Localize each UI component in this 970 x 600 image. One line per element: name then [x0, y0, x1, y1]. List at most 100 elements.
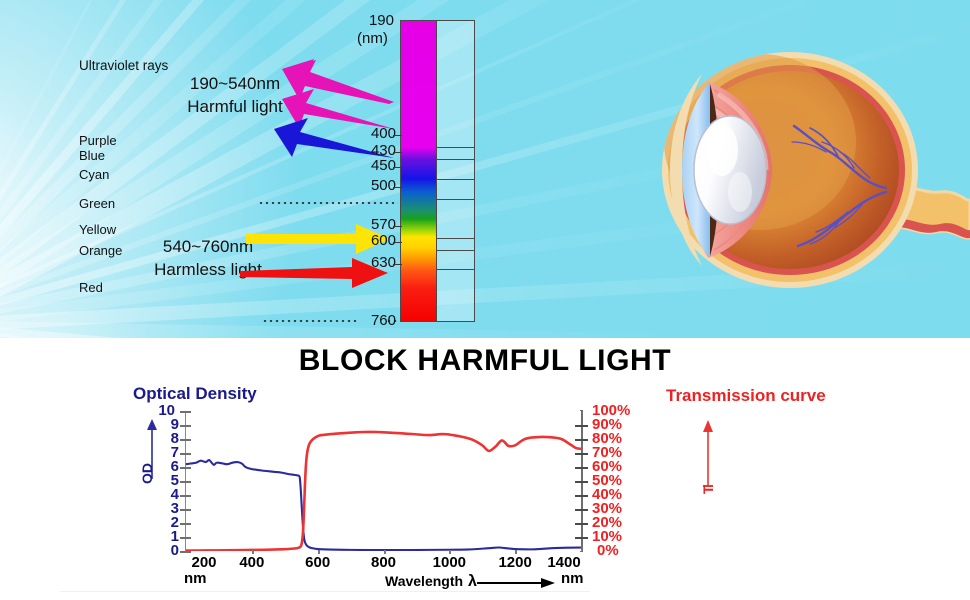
x-tick-label: 1400 [547, 554, 581, 571]
spectrum-divider-430 [437, 159, 474, 161]
harmless-range: 540~760nm [162, 237, 254, 256]
light-ray [0, 320, 696, 338]
harmless-arrow-yellow [246, 224, 390, 254]
y-tick-left [180, 467, 191, 469]
spectrum-mark-570: 570 [370, 216, 396, 233]
y-tick-right [575, 537, 588, 539]
spectrum-tick-570 [393, 226, 402, 227]
spectrum-band-cyan: Cyan [79, 167, 110, 182]
od-axis-arrow [147, 419, 157, 479]
y-tick-right [575, 453, 588, 455]
x-axis-label-text: Wavelength [385, 573, 464, 589]
y-tick-label-right: 60% [592, 458, 623, 475]
spectral-chart: Optical Density Transmission curve 10 9 8 7… [0, 384, 970, 600]
y-tick-label-right: 20% [592, 514, 623, 531]
harmful-arrow-magenta-2 [282, 89, 394, 129]
spectrum-band-blue: Blue [79, 148, 106, 163]
y-tick-label-right: 40% [592, 486, 623, 503]
x-tick-label: 800 [370, 554, 397, 571]
od-axis-label: OD [139, 463, 155, 484]
y-tick-left [180, 411, 191, 413]
x-tick [251, 550, 254, 554]
y-tick-label-left: 2 [170, 514, 179, 531]
guide-line-760nm-right [386, 320, 399, 322]
x-unit-left: nm [184, 570, 207, 587]
y-tick-label-left: 7 [170, 444, 179, 461]
lambda-symbol: λ [468, 573, 477, 590]
y-tick-right [575, 481, 588, 483]
spectrum-gradient-bar [400, 20, 437, 322]
y-tick-label-right: 50% [592, 472, 623, 489]
harmful-arrow-blue [274, 118, 394, 158]
spectrum-band-ultraviolet: Ultraviolet rays [79, 58, 169, 73]
spectrum-divider-400 [437, 147, 474, 149]
spectrum-tick-430 [393, 152, 402, 153]
y-tick-label-right: 70% [592, 444, 623, 461]
y-tick-label-right: 0% [597, 542, 619, 559]
spectrum-divider-500 [437, 198, 474, 200]
harmful-arrow-magenta-1 [282, 59, 394, 104]
y-tick-label-left: 8 [170, 430, 179, 447]
x-tick [317, 550, 320, 554]
y-tick-label-left: 0 [170, 542, 179, 559]
spectrum-tick-400 [393, 135, 402, 136]
t-axis-label: T [700, 485, 716, 494]
spectrum-divider-630 [437, 269, 474, 271]
spectrum-bottom-value: 760 [370, 312, 396, 329]
spectrum-mark-400: 400 [370, 125, 396, 142]
spectrum-mark-630: 630 [370, 254, 396, 271]
y-tick-label-left: 1 [170, 528, 179, 545]
y-tick-label-right: 10% [592, 528, 623, 545]
x-axis-arrow [477, 578, 555, 588]
spectrum-tick-450 [393, 167, 402, 168]
spectrum-divider-600 [437, 249, 474, 251]
y-tick-left [180, 425, 191, 427]
y-tick-left [180, 551, 191, 553]
y-tick-label-left: 3 [170, 500, 179, 517]
x-tick-label: 1000 [432, 554, 467, 571]
harmful-caption: Harmful light [187, 97, 283, 116]
y-tick-right [575, 523, 588, 525]
y-tick-label-right: 30% [592, 500, 623, 517]
spectrum-scale [400, 20, 476, 322]
harmful-light-label: 190~540nm Harmful light [150, 72, 320, 118]
title-band: BLOCK HARMFUL LIGHT [0, 338, 970, 384]
chart-right-axis-title: Transmission curve [666, 386, 826, 405]
harmless-light-label: 540~760nm Harmless light [118, 235, 298, 281]
spectrum-tick-600 [393, 242, 402, 243]
spectrum-tick-500 [393, 187, 402, 188]
y-tick-left [180, 537, 191, 539]
spectrum-band-yellow: Yellow [79, 222, 117, 237]
y-tick-label-left: 10 [158, 402, 175, 419]
x-tick-label: 600 [305, 554, 331, 571]
chart-left-axis-title: Optical Density [133, 384, 257, 403]
spectrum-band-red: Red [79, 280, 103, 295]
y-tick-label-left: 5 [170, 472, 179, 489]
spectrum-band-purple: Purple [79, 133, 117, 148]
spectrum-band-green: Green [79, 196, 116, 211]
y-tick-right [575, 467, 588, 469]
eye-cross-section-icon [662, 52, 970, 288]
spectrum-mark-500: 500 [370, 177, 396, 194]
y-tick-label-right: 90% [592, 416, 623, 433]
y-tick-label-left: 9 [170, 416, 179, 433]
spectrum-divider-450 [437, 178, 474, 180]
spectrum-band-orange: Orange [79, 243, 123, 258]
chart-curves [186, 411, 581, 551]
spectrum-mark-600: 600 [370, 232, 396, 249]
y-tick-right [575, 509, 588, 511]
spectrum-mark-430: 430 [370, 142, 396, 159]
y-tick-label-left: 4 [170, 486, 179, 503]
guide-line-760nm [262, 320, 359, 322]
y-tick-left [180, 523, 191, 525]
x-tick-label: 400 [239, 554, 265, 571]
spectrum-top-value: 190 [368, 12, 394, 29]
harmless-arrow-red [240, 258, 388, 288]
y-tick-right [575, 439, 588, 441]
spectrum-category-column [437, 20, 475, 322]
t-axis-arrow [703, 420, 713, 487]
harmless-caption: Harmless light [154, 260, 262, 279]
y-tick-label-left: 6 [170, 458, 179, 475]
y-tick-left [180, 509, 191, 511]
